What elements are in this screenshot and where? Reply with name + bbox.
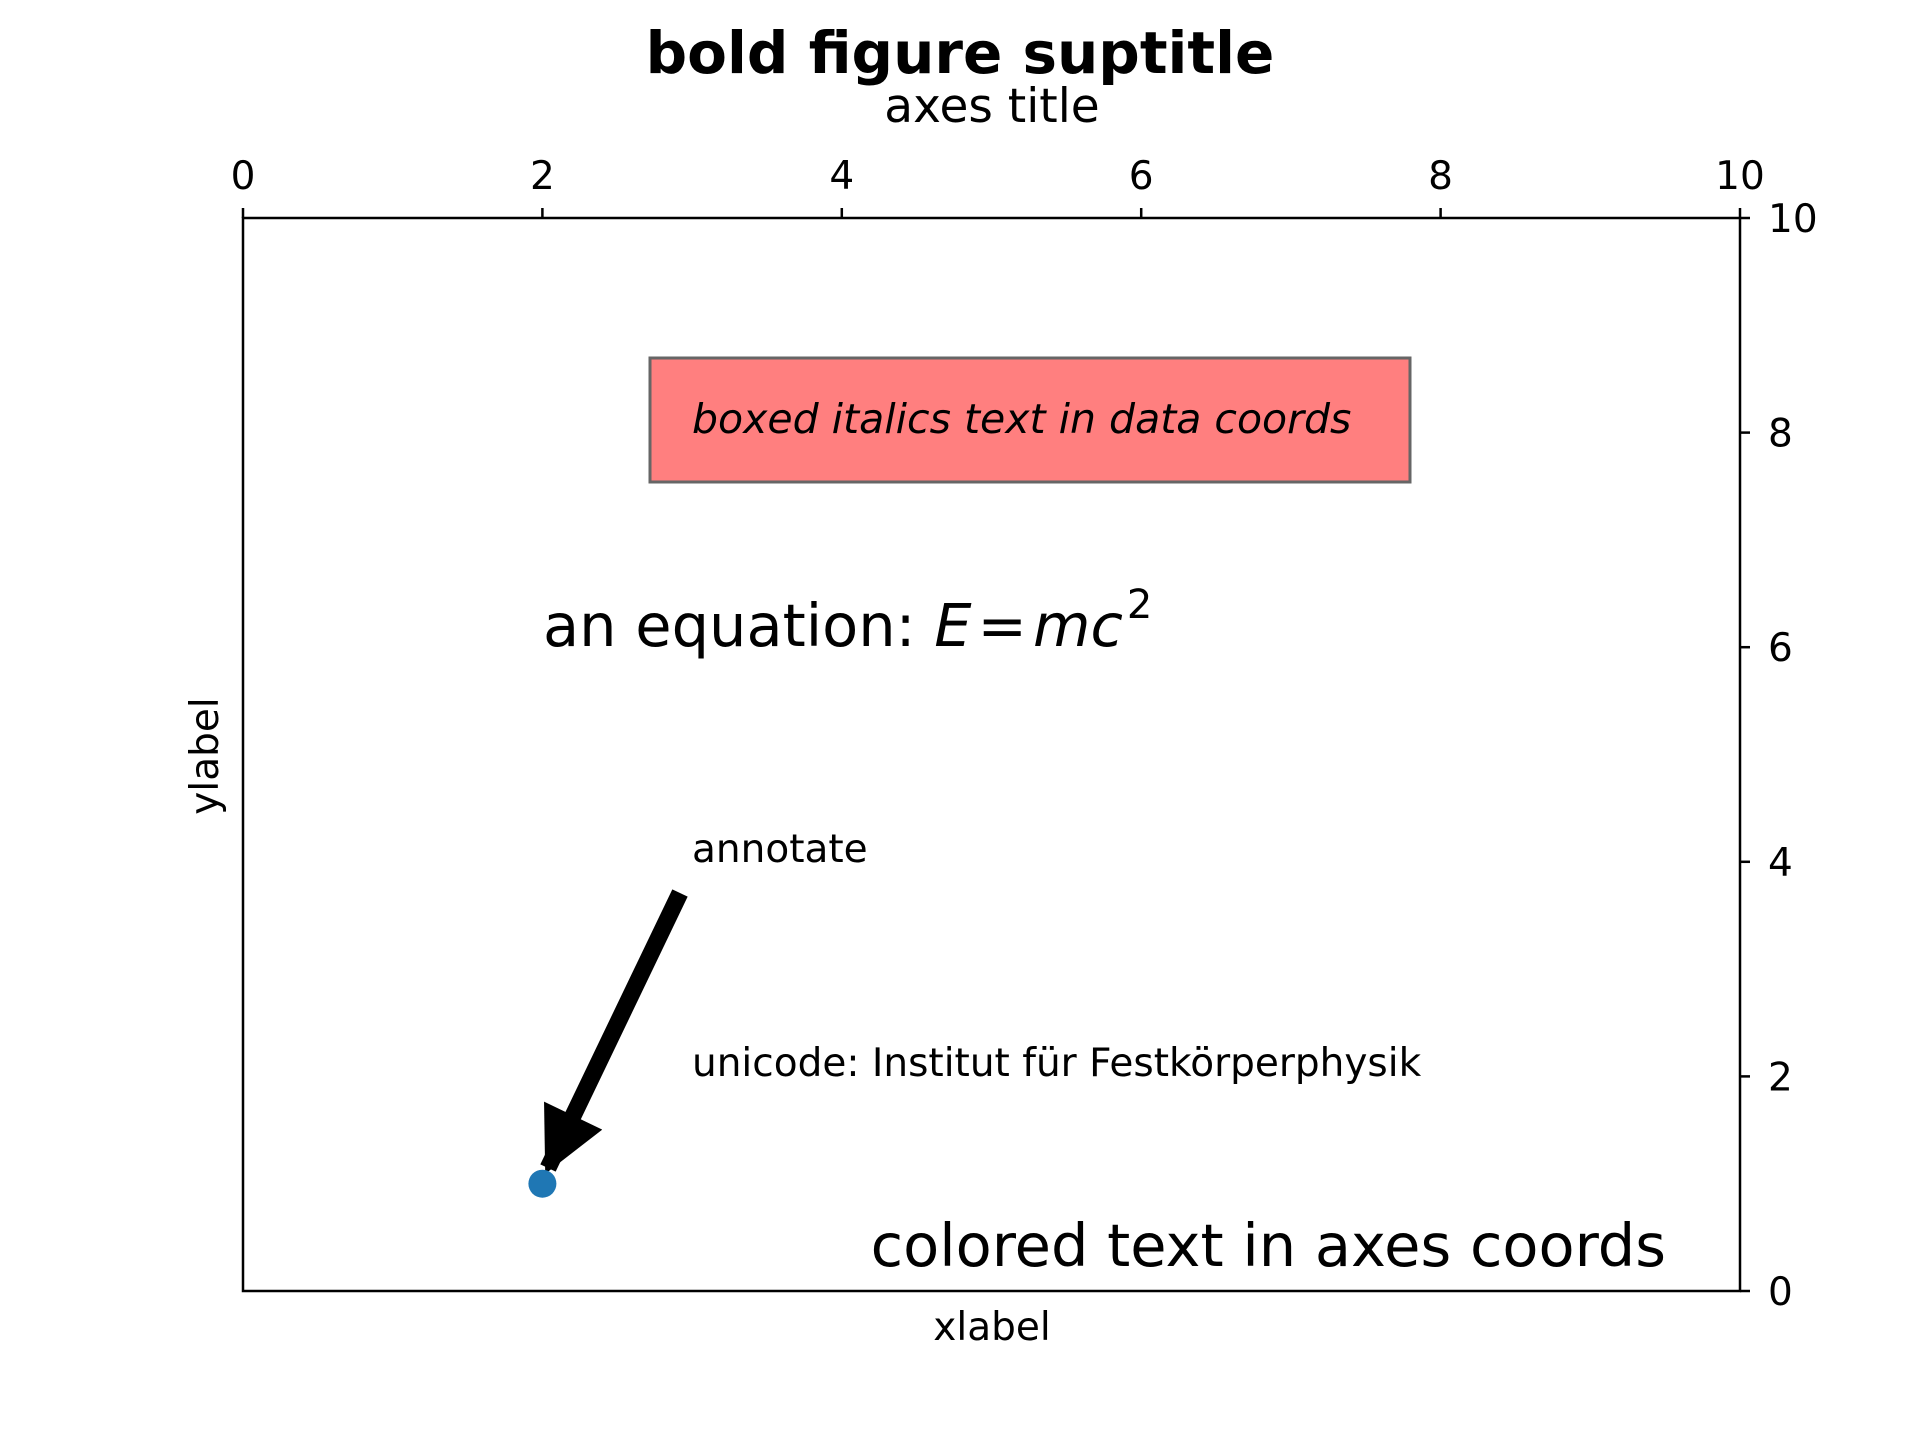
equation-exponent: 2: [1127, 582, 1152, 628]
data-point: [528, 1169, 557, 1198]
equation-prefix: an equation:: [543, 591, 934, 660]
y-tick-label: 8: [1768, 412, 1793, 457]
y-tick-label: 0: [1768, 1270, 1793, 1315]
figure-suptitle: bold figure suptitle: [646, 19, 1275, 87]
x-axis-label: xlabel: [933, 1305, 1050, 1350]
equation-mc: mc: [1033, 591, 1123, 660]
annotation-equation: an equation: E = mc 2: [543, 582, 1152, 660]
x-tick-label: 8: [1428, 154, 1453, 199]
y-axis-right: 0 2 4 6 8 10: [1740, 197, 1818, 1315]
annotation-boxed-text: boxed italics text in data coords: [692, 395, 1351, 443]
axes-title: axes title: [884, 79, 1099, 134]
x-tick-label: 4: [829, 154, 854, 199]
equation-e: E: [934, 591, 972, 660]
annotation-unicode-text: unicode: Institut für Festkörperphysik: [692, 1041, 1422, 1086]
y-tick-label: 2: [1768, 1055, 1793, 1100]
annotation-box: [648, 356, 1412, 484]
data-points: [528, 1169, 557, 1198]
x-tick-label: 0: [231, 154, 256, 199]
x-axis-top: 0 2 4 6 8 10: [231, 154, 1765, 218]
x-tick-label: 2: [530, 154, 555, 199]
axes-frame: [241, 216, 1742, 1293]
y-tick-label: 10: [1768, 197, 1818, 242]
y-axis-label: ylabel: [183, 697, 228, 814]
y-tick-label: 4: [1768, 841, 1793, 886]
annotation-arrow: [540, 889, 688, 1174]
annotation-colored-text: colored text in axes coords: [871, 1211, 1666, 1280]
y-tick-label: 6: [1768, 626, 1793, 671]
equation-equals: =: [978, 591, 1027, 660]
x-tick-label: 10: [1715, 154, 1765, 199]
annotation-arrow-text: annotate: [692, 827, 868, 872]
x-tick-label: 6: [1129, 154, 1154, 199]
